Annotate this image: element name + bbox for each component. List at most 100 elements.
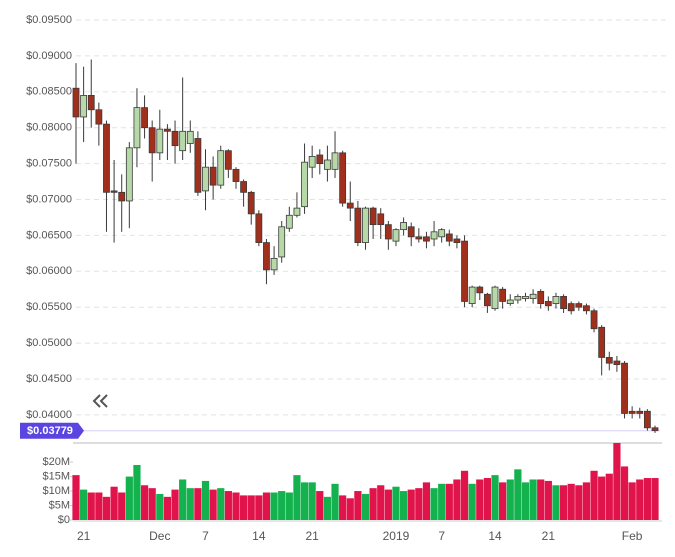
candle-body [224, 150, 232, 170]
candle-body [240, 181, 248, 193]
chevron-icon[interactable] [92, 394, 108, 408]
candle-body [141, 107, 148, 129]
y-tick-label: $0.04000 [26, 409, 72, 421]
candle-body [537, 290, 545, 304]
volume-bar [247, 495, 255, 520]
candle-body [605, 357, 613, 364]
candle-body [308, 156, 316, 168]
volume-bar [354, 491, 362, 520]
volume-bar [628, 482, 636, 520]
candle-body [209, 166, 217, 186]
candle-body [118, 191, 126, 202]
candle-body [643, 410, 651, 429]
volume-bar [491, 475, 499, 520]
x-tick-label: 2019 [383, 529, 410, 543]
candle-body [125, 147, 133, 202]
volume-bar [179, 479, 187, 520]
y-tick-label: $0.08500 [26, 86, 72, 98]
candle-body [346, 202, 354, 209]
volume-bar [499, 482, 507, 520]
candle-body [514, 296, 522, 301]
y-tick-label: $0.08000 [26, 122, 72, 134]
volume-bar [399, 491, 408, 520]
candle-body [316, 154, 324, 165]
volume-bar [514, 469, 522, 520]
volume-bar [125, 476, 133, 520]
volume-bar [384, 489, 392, 520]
candle-body [567, 303, 575, 312]
candle-body [636, 410, 644, 414]
candle-body [133, 107, 141, 149]
volume-bar [186, 488, 194, 520]
candle-body [194, 138, 202, 193]
volume-bar [240, 495, 248, 520]
volume-bar [407, 489, 415, 520]
volume-bar [278, 491, 286, 520]
candle-body [392, 229, 400, 242]
candle-body [270, 257, 278, 271]
y-tick-label: $0.09500 [26, 14, 72, 26]
volume-bar [544, 480, 552, 520]
volume-bar [369, 488, 377, 520]
volume-bar [80, 489, 88, 520]
volume-bar [255, 495, 263, 520]
candle-body [430, 231, 438, 240]
y-tick-label: $0.09000 [26, 50, 72, 62]
volume-tick-label: $15M [42, 470, 70, 482]
last-price-label: $0.03779 [27, 425, 73, 437]
candle-body [407, 226, 415, 238]
candle-body [506, 299, 514, 304]
candle-body [613, 360, 621, 366]
x-tick-label: Feb [622, 529, 643, 543]
volume-bar [613, 443, 621, 520]
x-tick-label: 7 [438, 529, 445, 543]
volume-bar [377, 485, 385, 520]
candle-body [285, 214, 293, 229]
volume-bar [293, 475, 301, 520]
volume-bar [140, 485, 149, 520]
candle-body [164, 128, 171, 132]
candle-body [476, 286, 484, 294]
volume-bar [468, 483, 476, 520]
volume-bar [598, 476, 606, 520]
candle-body [156, 128, 164, 154]
volume-bar [232, 492, 240, 520]
candle-body [491, 286, 499, 310]
candle-body [400, 222, 407, 231]
volume-bar [453, 479, 461, 520]
volume-bar [201, 480, 210, 520]
volume-bar [110, 486, 118, 520]
volume-bar [270, 492, 278, 520]
x-tick-label: 21 [542, 529, 556, 543]
candle-body [72, 87, 80, 118]
volume-bar [643, 478, 651, 520]
volume-bar [422, 482, 431, 520]
volume-bar [651, 478, 659, 520]
volume-bar [285, 492, 293, 520]
volume-tick-label: $10M [42, 485, 70, 497]
volume-bar [582, 482, 591, 520]
volume-tick-label: $5M [49, 499, 70, 511]
volume-bar [118, 492, 126, 520]
candle-body [95, 109, 103, 125]
candle-body [293, 207, 301, 216]
candle-body [103, 123, 110, 193]
candle-body [278, 226, 286, 258]
volume-bar [102, 496, 111, 520]
volume-bar [171, 489, 179, 520]
volume-bar [346, 498, 354, 520]
volume-bar [506, 479, 514, 520]
y-tick-label: $0.05000 [26, 337, 72, 349]
y-tick-label: $0.07500 [26, 158, 72, 170]
volume-tick-label: $20M [42, 456, 70, 468]
candle-body [423, 236, 430, 242]
candle-body [171, 130, 179, 147]
x-tick-label: Dec [149, 529, 170, 543]
volume-bar [331, 483, 339, 520]
y-tick-label: $0.07000 [26, 193, 72, 205]
button-bg[interactable] [84, 388, 114, 414]
volume-bar [620, 466, 629, 520]
collapse-button[interactable] [84, 388, 114, 414]
volume-bar [87, 492, 95, 520]
